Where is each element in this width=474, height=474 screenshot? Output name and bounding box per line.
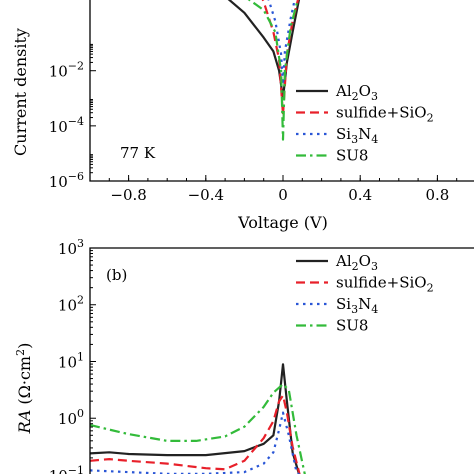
- panel-b-series: [90, 363, 306, 474]
- panel-a-legend-label-2: Si3N4: [336, 125, 378, 146]
- panel-a-x-tick-label: 0: [278, 186, 288, 204]
- panel-a-x-tick-label: −0.4: [188, 186, 224, 204]
- panel-b-y-tick-label: 101: [58, 350, 84, 371]
- panel-a-x-axis-title: Voltage (V): [237, 213, 328, 232]
- panel-b-y-tick-label: 100: [58, 407, 84, 428]
- panel-b-y-axis-title: RA (Ω·cm2): [14, 343, 35, 435]
- panel-a-series-line-3: [247, 0, 299, 141]
- panel-a-legend-label-3: SU8: [336, 147, 368, 165]
- panel-b-y-tick-label: 102: [58, 294, 84, 315]
- panel-b-legend-label-2: Si3N4: [336, 295, 378, 316]
- panel-b-series-line-1: [90, 394, 301, 474]
- panel-b-ticks: [90, 247, 96, 459]
- panel-a-y-tick-label: 10−2: [49, 60, 84, 81]
- panel-a-series-line-1: [261, 0, 300, 116]
- panel-b-y-tick-label: 103: [58, 237, 84, 258]
- panel-b-y-tick-labels: 10−1 100 101 102 103: [49, 237, 84, 474]
- panel-a-ticks: [90, 43, 458, 182]
- panel-b-legend-label-3: SU8: [336, 317, 368, 335]
- panel-a-x-tick-labels: −0.8 −0.4 0 0.4 0.8: [110, 186, 449, 204]
- panel-a: 10−6 10−4 10−2 −0.8 −0.4 0 0.4 0.8 Current den…: [11, 0, 474, 232]
- panel-a-series-line-0: [227, 0, 300, 100]
- panel-b-legend-label-0: Al2O3: [335, 252, 378, 273]
- panel-a-y-axis-title: Current density: [11, 28, 30, 156]
- panel-a-series-line-2: [267, 0, 296, 86]
- panel-b-legend-label-1: sulfide+SiO2: [336, 274, 434, 295]
- panel-a-y-tick-label: 10−4: [49, 115, 84, 136]
- panel-a-y-tick-labels: 10−6 10−4 10−2: [49, 60, 84, 191]
- panel-a-x-tick-label: −0.8: [110, 186, 146, 204]
- panel-a-legend-label-1: sulfide+SiO2: [336, 104, 434, 125]
- panel-b-label: (b): [106, 266, 127, 284]
- panel-b-series-line-3: [90, 383, 306, 474]
- panel-b: 10−1 100 101 102 103 RA (Ω·cm2) (b) Al2O3sul…: [14, 237, 474, 474]
- panel-b-series-line-2: [90, 411, 301, 474]
- panel-b-series-line-0: [90, 363, 301, 474]
- panel-a-series: [227, 0, 300, 141]
- panel-b-y-tick-label: 10−1: [49, 464, 84, 474]
- panel-a-x-tick-label: 0.8: [425, 186, 449, 204]
- panel-a-x-tick-label: 0.4: [348, 186, 372, 204]
- panel-a-temperature-label: 77 K: [120, 144, 156, 162]
- panel-a-y-tick-label: 10−6: [49, 170, 84, 191]
- panel-a-legend-label-0: Al2O3: [335, 82, 378, 103]
